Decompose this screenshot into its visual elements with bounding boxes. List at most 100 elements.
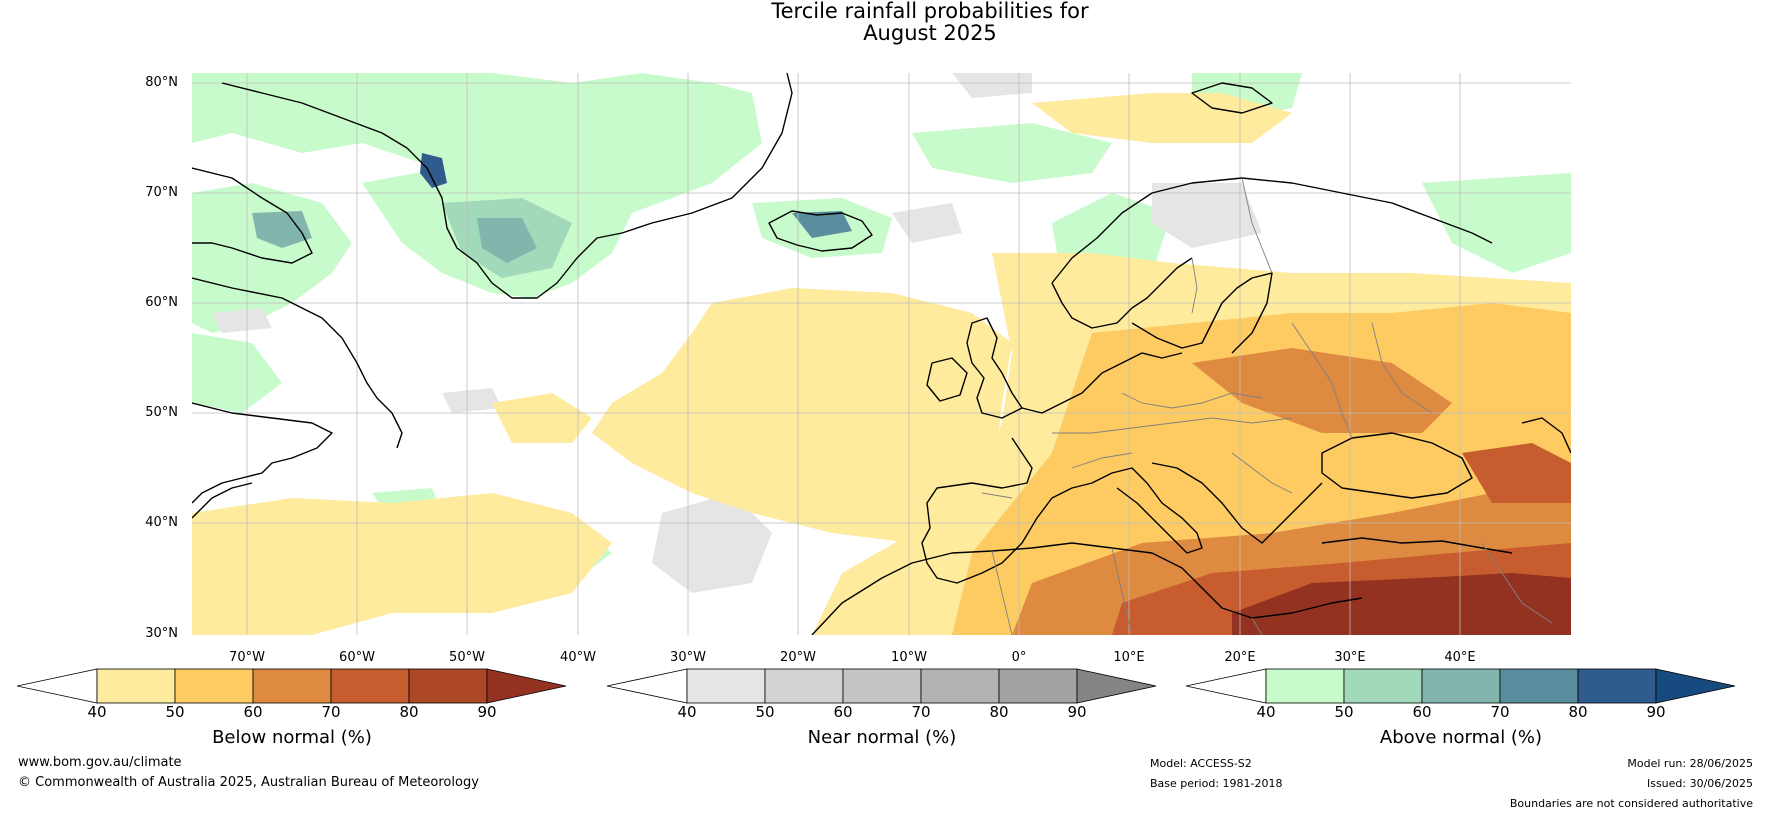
lat-label-50n: 50°N	[145, 405, 178, 420]
boundary-3	[1052, 417, 1293, 434]
colorbar-near-normal-tick-70: 70	[911, 703, 931, 721]
colorbar-above-normal-70-80	[1499, 668, 1579, 704]
colorbar-below-normal-60-70	[252, 668, 332, 704]
colorbar-above-normal-under	[1186, 668, 1267, 704]
lat-label-70n: 70°N	[145, 185, 178, 200]
colorbar-above-normal	[1186, 668, 1736, 704]
colorbar-near-normal-tick-40: 40	[677, 703, 697, 721]
near-normal-5	[952, 73, 1032, 98]
above-normal-greenland-core	[477, 218, 537, 263]
colorbar-above-normal-svg	[1186, 668, 1736, 704]
colorbar-above-normal-40-50	[1265, 668, 1345, 704]
colorbar-below-normal-over	[486, 668, 567, 704]
colorbar-below-normal-tick-90: 90	[477, 703, 497, 721]
colorbar-below-normal-tick-60: 60	[243, 703, 263, 721]
coastlines	[192, 73, 1571, 635]
colorbar-below-normal-svg	[17, 668, 567, 704]
lon-label-30w: 30°W	[670, 650, 706, 665]
colorbar-below-normal-tick-80: 80	[399, 703, 419, 721]
coast-greenland	[381, 73, 793, 299]
colorbar-above-normal-50-60	[1343, 668, 1423, 704]
colorbar-near-normal-50-60	[764, 668, 844, 704]
website-link[interactable]: www.bom.gov.au/climate	[18, 755, 182, 770]
colorbar-above-normal-tick-90: 90	[1646, 703, 1666, 721]
lon-label-10e: 10°E	[1113, 650, 1145, 665]
near-normal-3	[892, 203, 962, 243]
lat-label-40n: 40°N	[145, 515, 178, 530]
colorbar-above-normal-tick-40: 40	[1256, 703, 1276, 721]
coast-us-east	[192, 482, 253, 519]
lon-label-50w: 50°W	[449, 650, 485, 665]
above-normal-iceland-core	[792, 211, 852, 238]
lon-label-40e: 40°E	[1444, 650, 1476, 665]
colorbar-near-normal-over	[1076, 668, 1157, 704]
lon-label-70w: 70°W	[229, 650, 265, 665]
coast-france-spain	[921, 437, 1093, 584]
boundary-1	[1191, 257, 1198, 314]
colorbar-above-normal-over	[1655, 668, 1736, 704]
colorbar-below-normal-80-90	[408, 668, 488, 704]
below-normal-south-atlantic	[192, 493, 612, 635]
national-boundaries	[981, 177, 1553, 635]
coast-baffin	[192, 167, 313, 264]
colorbar-near-normal	[607, 668, 1157, 704]
coast-uk	[966, 317, 1023, 419]
lon-label-0: 0°	[1011, 650, 1027, 665]
lon-label-20w: 20°W	[780, 650, 816, 665]
colorbar-above-normal-tick-80: 80	[1568, 703, 1588, 721]
boundary-4	[1121, 392, 1263, 409]
boundary-13	[1251, 617, 1263, 635]
colorbar-below-normal-tick-50: 50	[165, 703, 185, 721]
lon-label-30e: 30°E	[1334, 650, 1366, 665]
above-normal-baffin	[192, 183, 352, 333]
near-normal-7	[442, 388, 502, 413]
coast-svalbard	[1191, 82, 1273, 114]
near-normal-6	[212, 308, 272, 333]
colorbar-below-normal-50-60	[174, 668, 254, 704]
coast-norway-south	[1051, 257, 1193, 329]
colorbar-below-normal-under	[17, 668, 98, 704]
boundary-11	[991, 550, 1013, 635]
near-normal-4	[1152, 183, 1262, 248]
chart-title-line2: August 2025	[863, 21, 997, 45]
lat-label-80n: 80°N	[145, 75, 178, 90]
near-normal-2	[652, 493, 772, 593]
colorbar-above-normal-title: Above normal (%)	[1379, 727, 1543, 748]
below-normal-regions	[192, 93, 1571, 635]
model-run-text: Model run: 28/06/2025	[1627, 757, 1753, 770]
coast-turkey-south	[1321, 537, 1513, 554]
map-panel	[192, 73, 1571, 635]
above-normal-norwegian-sea	[912, 123, 1112, 183]
colorbar-near-normal-70-80	[920, 668, 1000, 704]
below-normal-atlantic	[592, 288, 1012, 543]
colorbar-below-normal-70-80	[330, 668, 410, 704]
boundary-9	[981, 492, 1013, 499]
coast-labrador	[192, 277, 403, 449]
model-text: Model: ACCESS-S2	[1150, 757, 1252, 770]
coast-black-sea	[1321, 432, 1473, 499]
above-normal-baffin-mid	[252, 211, 312, 248]
above-normal-greenland-peak	[420, 153, 447, 188]
colorbar-below-normal-title: Below normal (%)	[212, 727, 372, 748]
base-period-text: Base period: 1981-2018	[1150, 777, 1283, 790]
lon-label-60w: 60°W	[339, 650, 375, 665]
above-normal-russia-north	[1422, 173, 1571, 273]
colorbar-near-normal-under	[607, 668, 688, 704]
boundary-8	[1071, 452, 1133, 469]
colorbar-near-normal-60-70	[842, 668, 922, 704]
coast-quebec	[192, 402, 333, 504]
boundary-12	[1111, 547, 1133, 635]
graticule	[192, 73, 1571, 635]
lon-label-20e: 20°E	[1224, 650, 1256, 665]
coast-caspian	[1521, 417, 1571, 454]
colorbar-above-normal-60-70	[1421, 668, 1501, 704]
coast-balkans	[1151, 462, 1323, 544]
colorbar-near-normal-tick-50: 50	[755, 703, 775, 721]
chart-title-line1: Tercile rainfall probabilities for	[771, 0, 1089, 23]
colorbar-below-normal-40-50	[96, 668, 176, 704]
above-normal-arctic	[192, 73, 762, 223]
coast-canada-arctic	[221, 82, 383, 134]
coast-baltic	[1131, 272, 1273, 354]
colorbar-near-normal-80-90	[998, 668, 1078, 704]
lon-label-40w: 40°W	[560, 650, 596, 665]
